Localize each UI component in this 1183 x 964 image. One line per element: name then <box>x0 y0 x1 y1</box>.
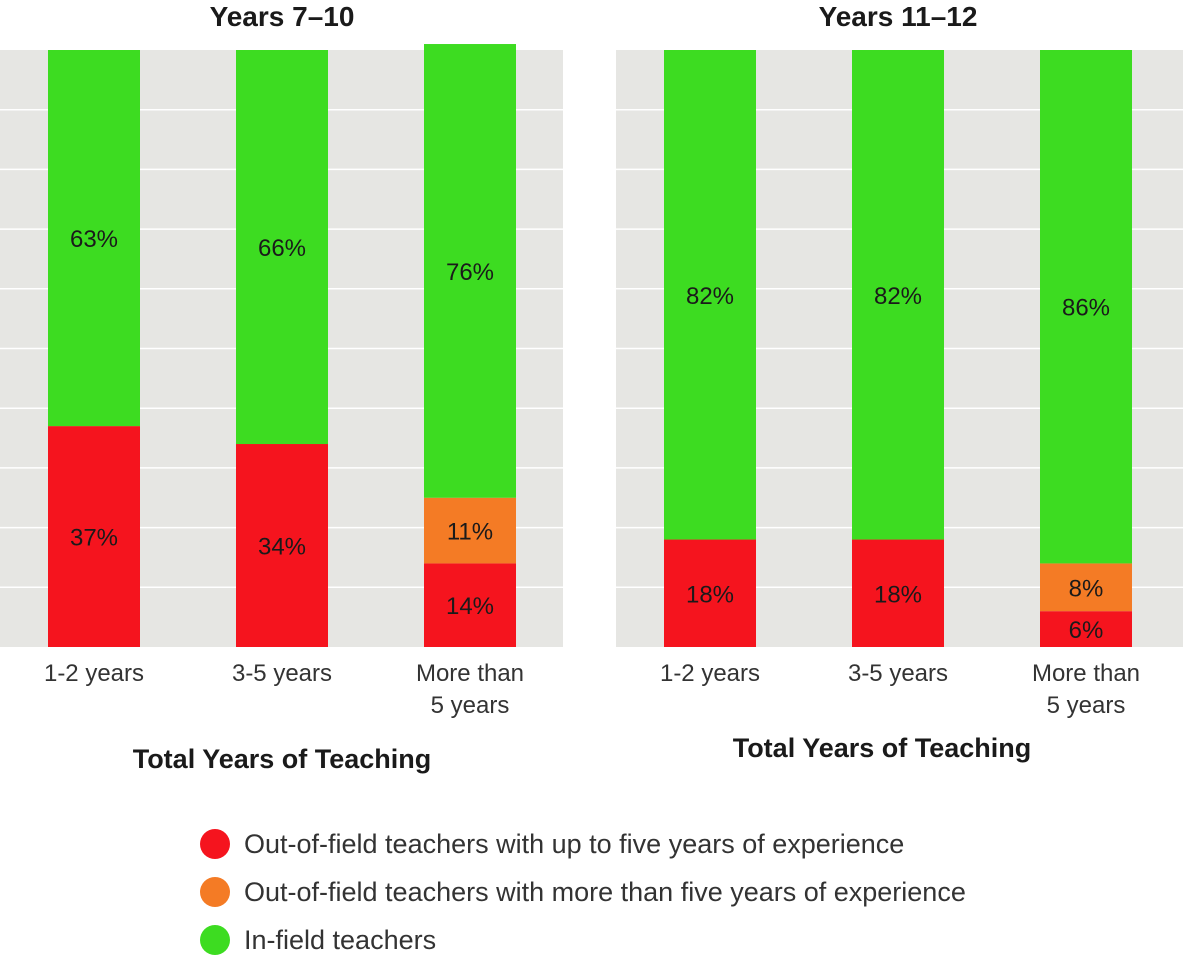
legend-label-green: In-field teachers <box>244 924 437 955</box>
bar-orange-3 <box>1040 563 1132 612</box>
data-label-red-3: 14% <box>446 593 494 620</box>
x-tick-label-3: More than 5 years <box>416 660 524 719</box>
data-label-green-1: 63% <box>70 226 118 253</box>
chart-panel-1: 37% 63% 1-2 years 34% 66% 3-5 years 14% 11% 76% M… <box>0 1 563 774</box>
chart-title: Years 7–10 <box>210 1 355 32</box>
legend-label-orange: Out-of-field teachers with more than fiv… <box>244 876 966 907</box>
x-tick-label-2: 3-5 years <box>232 660 332 687</box>
x-tick-label-2: 3-5 years <box>848 660 948 687</box>
bar-red-3 <box>1040 611 1132 647</box>
legend: Out-of-field teachers with up to five ye… <box>200 820 1100 964</box>
bar-green-1 <box>48 50 140 427</box>
bar-green-2 <box>236 50 328 445</box>
bar-red-2 <box>236 444 328 647</box>
x-tick-label-3: More than 5 years <box>1032 660 1140 719</box>
chart-panel-2: 18% 82% 1-2 years 18% 82% 3-5 years 6% 8% 86% Mor… <box>616 1 1183 763</box>
legend-swatch-red <box>200 829 230 859</box>
legend-item-orange: Out-of-field teachers with more than fiv… <box>200 868 1100 916</box>
bar-green-1 <box>664 50 756 540</box>
legend-item-green: In-field teachers <box>200 916 1100 964</box>
bar-orange-3 <box>424 497 516 564</box>
data-label-orange-3: 8% <box>1069 575 1104 602</box>
bar-red-2 <box>852 539 944 647</box>
chart-title: Years 11–12 <box>819 1 978 32</box>
bar-red-1 <box>664 539 756 647</box>
bar-green-3 <box>1040 50 1132 564</box>
data-label-green-2: 82% <box>874 283 922 310</box>
legend-item-red: Out-of-field teachers with up to five ye… <box>200 820 1100 868</box>
legend-swatch-orange <box>200 877 230 907</box>
data-label-red-3: 6% <box>1069 617 1104 644</box>
legend-label-red: Out-of-field teachers with up to five ye… <box>244 828 905 859</box>
data-label-red-1: 37% <box>70 525 118 552</box>
data-label-green-1: 82% <box>686 283 734 310</box>
data-label-green-2: 66% <box>258 235 306 262</box>
bar-red-3 <box>424 563 516 647</box>
data-label-green-3: 76% <box>446 259 494 286</box>
x-axis-title: Total Years of Teaching <box>133 744 432 774</box>
bar-red-1 <box>48 426 140 647</box>
x-tick-label-1: 1-2 years <box>44 660 144 687</box>
data-label-red-1: 18% <box>686 581 734 608</box>
data-label-green-3: 86% <box>1062 295 1110 322</box>
data-label-red-2: 34% <box>258 534 306 561</box>
legend-swatch-green <box>200 925 230 955</box>
x-axis-title: Total Years of Teaching <box>733 733 1032 763</box>
x-tick-label-1: 1-2 years <box>660 660 760 687</box>
data-label-orange-3: 11% <box>447 519 493 546</box>
data-label-red-2: 18% <box>874 581 922 608</box>
bar-green-3 <box>424 44 516 498</box>
bar-green-2 <box>852 50 944 540</box>
